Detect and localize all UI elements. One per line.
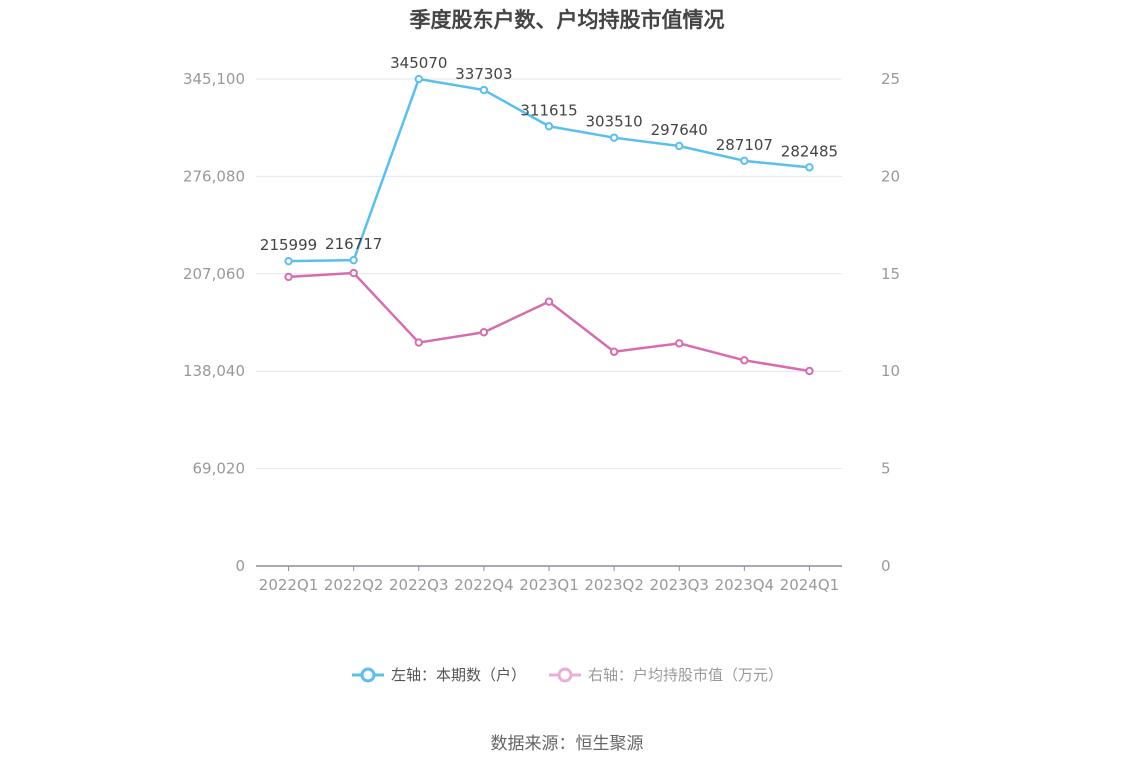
right-tick-label: 20 xyxy=(881,167,900,185)
x-tick-label: 2023Q3 xyxy=(649,576,709,594)
data-point[interactable] xyxy=(805,366,814,376)
data-point[interactable] xyxy=(740,156,749,166)
left-tick-label: 207,060 xyxy=(183,265,245,283)
right-tick-label: 15 xyxy=(881,265,900,283)
right-tick-label: 10 xyxy=(881,362,900,380)
data-labels: 215999 216717 345070 337303 311615 303510 2976… xyxy=(260,54,838,254)
data-point[interactable] xyxy=(544,122,554,131)
data-point[interactable] xyxy=(544,297,554,306)
data-point[interactable] xyxy=(675,339,684,348)
series-lines xyxy=(284,74,814,376)
data-point[interactable] xyxy=(414,74,423,84)
right-tick-label: 0 xyxy=(881,557,891,575)
data-point[interactable] xyxy=(805,163,814,172)
data-value-label: 311615 xyxy=(520,101,577,119)
data-point[interactable] xyxy=(675,141,684,151)
data-point[interactable] xyxy=(479,85,489,95)
legend-label-left: 左轴：本期数（户） xyxy=(390,666,526,684)
x-tick-label: 2022Q3 xyxy=(389,576,449,594)
x-axis: 2022Q1 2022Q2 2022Q3 2022Q4 2023Q1 2023Q2 2023… xyxy=(256,565,842,594)
x-tick-label: 2022Q4 xyxy=(454,576,514,594)
data-value-label: 337303 xyxy=(455,65,512,83)
data-source: 数据来源：恒生聚源 xyxy=(490,734,644,754)
data-value-label: 297640 xyxy=(651,121,708,139)
right-tick-label: 5 xyxy=(881,460,891,478)
x-tick-label: 2023Q2 xyxy=(584,576,644,594)
x-tick-label: 2023Q4 xyxy=(715,576,775,594)
legend-item-left-axis[interactable]: 左轴：本期数（户） xyxy=(351,664,526,685)
left-tick-label: 345,100 xyxy=(183,70,245,88)
data-point[interactable] xyxy=(609,347,619,356)
data-value-label: 345070 xyxy=(390,54,447,72)
left-tick-label: 69,020 xyxy=(193,460,246,478)
x-tick-label: 2023Q1 xyxy=(519,576,579,594)
x-tick-label: 2022Q1 xyxy=(259,576,319,594)
data-point[interactable] xyxy=(479,328,489,337)
data-point[interactable] xyxy=(284,256,293,266)
right-axis-ticks: 0 5 10 15 20 25 xyxy=(881,70,900,575)
legend: 左轴：本期数（户） 右轴：户均持股市值（万元） xyxy=(0,664,1134,685)
left-tick-label: 0 xyxy=(235,557,245,575)
right-tick-label: 25 xyxy=(881,70,900,88)
data-point[interactable] xyxy=(284,272,293,282)
x-tick-label: 2024Q1 xyxy=(780,576,840,594)
data-value-label: 215999 xyxy=(260,236,317,254)
left-axis-ticks: 0 69,020 138,040 207,060 276,080 345,100 xyxy=(183,70,245,575)
data-value-label: 287107 xyxy=(716,136,773,154)
legend-line-circle-icon xyxy=(549,667,581,682)
chart-title: 季度股东户数、户均持股市值情况 xyxy=(409,8,725,32)
data-point[interactable] xyxy=(349,255,358,265)
data-point[interactable] xyxy=(349,268,358,278)
left-tick-label: 138,040 xyxy=(183,362,245,380)
legend-line-circle-icon xyxy=(351,667,384,682)
data-value-label: 303510 xyxy=(585,113,642,131)
x-tick-label: 2022Q2 xyxy=(324,576,384,594)
data-point[interactable] xyxy=(414,338,423,347)
left-tick-label: 276,080 xyxy=(183,167,245,185)
data-value-label: 216717 xyxy=(325,235,382,253)
data-point[interactable] xyxy=(609,133,619,142)
legend-item-right-axis[interactable]: 右轴：户均持股市值（万元） xyxy=(548,664,783,685)
data-value-label: 282485 xyxy=(781,142,838,160)
data-point[interactable] xyxy=(740,356,749,365)
legend-label-right: 右轴：户均持股市值（万元） xyxy=(588,666,784,684)
